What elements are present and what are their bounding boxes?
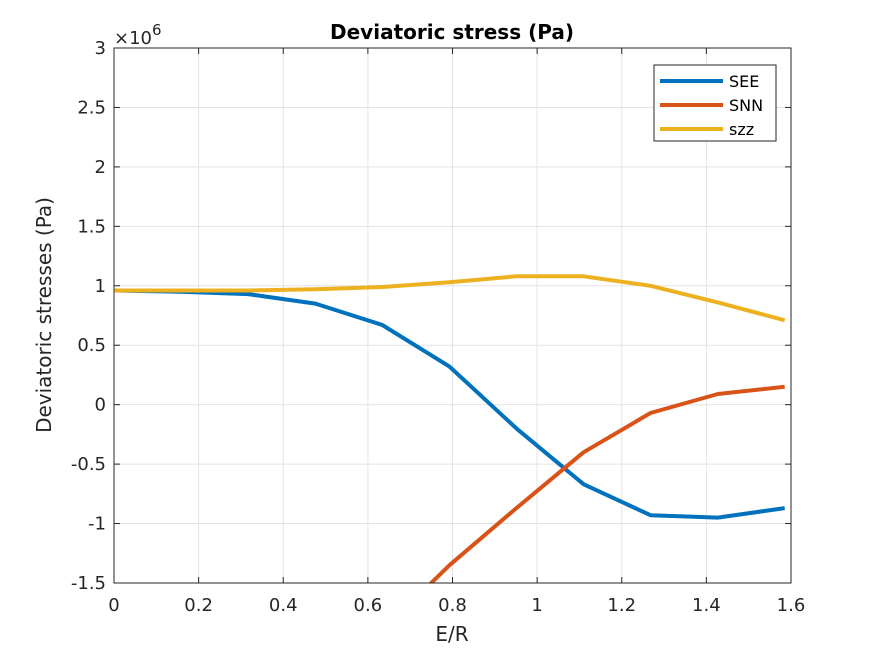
legend-label-see: SEE: [729, 72, 759, 91]
exponent-base: ×10: [114, 28, 152, 49]
y-tick-label: 1: [95, 276, 106, 297]
x-axis-label: E/R: [435, 622, 468, 646]
legend-label-szz: szz: [729, 120, 754, 139]
chart-title: Deviatoric stress (Pa): [330, 20, 574, 44]
x-tick-label: 1.4: [692, 595, 721, 616]
x-tick-label: 1.2: [607, 595, 636, 616]
x-tick-label: 1.6: [777, 595, 806, 616]
legend: SEE SNN szz: [653, 64, 777, 142]
legend-label-snn: SNN: [729, 96, 763, 115]
y-tick-label: 2: [95, 157, 106, 178]
x-tick-label: 0.4: [269, 595, 298, 616]
x-tick-label: 0.2: [184, 595, 213, 616]
y-tick-label: -1: [88, 514, 106, 535]
ticks: [113, 47, 792, 584]
series-line-see: [114, 288, 785, 520]
series-layer: [114, 274, 786, 583]
series-line-snn: [428, 384, 785, 583]
x-tick-label: 0.8: [438, 595, 467, 616]
exponent-power: 6: [152, 21, 162, 39]
exponent-label: ×106: [114, 21, 162, 49]
y-tick-labels: -1.5 -1 -0.5 0 0.5 1 1.5 2 2.5 3: [71, 38, 106, 594]
x-tick-label: 0.6: [354, 595, 383, 616]
y-tick-label: 0.5: [77, 335, 106, 356]
series-line-szz: [114, 274, 786, 323]
x-tick-labels: 0 0.2 0.4 0.6 0.8 1 1.2 1.4 1.6: [108, 595, 805, 616]
x-tick-label: 1: [531, 595, 542, 616]
y-axis-label: Deviatoric stresses (Pa): [32, 197, 56, 433]
y-tick-label: 0: [95, 395, 106, 416]
y-tick-label: 1.5: [77, 216, 106, 237]
y-tick-label: -0.5: [71, 454, 106, 475]
y-tick-label: 2.5: [77, 97, 106, 118]
y-tick-label: 3: [95, 38, 106, 59]
y-tick-label: -1.5: [71, 573, 106, 594]
x-tick-label: 0: [108, 595, 119, 616]
